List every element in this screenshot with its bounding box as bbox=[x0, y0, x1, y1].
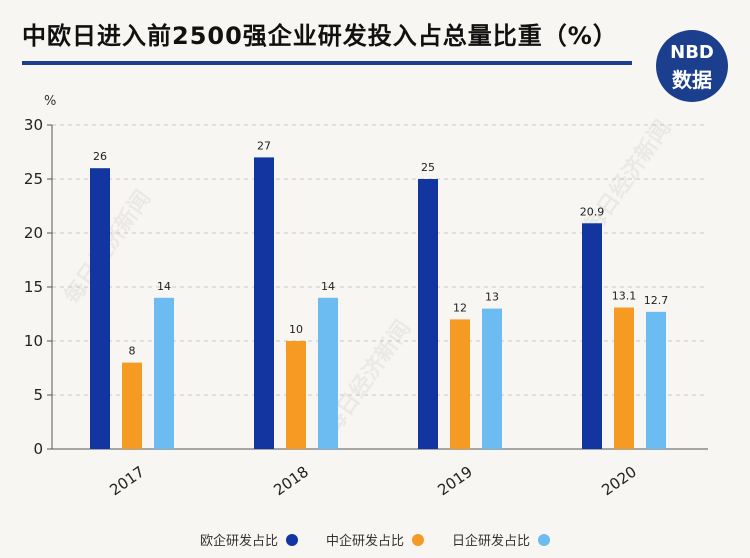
bar bbox=[418, 179, 438, 449]
y-axis-unit: % bbox=[44, 94, 57, 109]
bar bbox=[450, 319, 470, 449]
y-tick-label: 25 bbox=[24, 170, 43, 188]
legend-swatch bbox=[538, 533, 551, 546]
legend-label: 日企研发占比 bbox=[452, 534, 531, 549]
data-label: 27 bbox=[257, 139, 271, 152]
x-tick-label: 2017 bbox=[106, 463, 148, 500]
bar bbox=[286, 341, 306, 449]
legend-swatch bbox=[412, 533, 424, 546]
bar bbox=[90, 168, 110, 449]
logo-text-top: NBD bbox=[670, 42, 714, 63]
bar bbox=[614, 307, 634, 449]
y-tick-label: 0 bbox=[33, 440, 43, 458]
data-label: 20.9 bbox=[580, 205, 605, 218]
legend-swatch bbox=[285, 533, 298, 546]
bar bbox=[582, 223, 602, 449]
data-label: 10 bbox=[289, 323, 303, 336]
bar bbox=[122, 362, 142, 449]
data-label: 13.1 bbox=[612, 290, 637, 303]
data-label: 8 bbox=[129, 345, 136, 358]
y-tick-label: 30 bbox=[24, 116, 43, 134]
y-tick-label: 15 bbox=[24, 278, 43, 296]
data-label: 25 bbox=[421, 161, 435, 174]
logo-text-bottom: 数据 bbox=[672, 68, 712, 92]
x-tick-label: 2018 bbox=[270, 463, 312, 500]
legend-label: 中企研发占比 bbox=[325, 534, 404, 549]
x-tick-label: 2020 bbox=[598, 463, 640, 500]
x-tick-label: 2019 bbox=[434, 463, 476, 500]
data-label: 14 bbox=[157, 280, 171, 293]
bar bbox=[482, 308, 502, 449]
data-label: 12.7 bbox=[644, 294, 669, 307]
data-label: 26 bbox=[93, 150, 107, 163]
y-tick-label: 20 bbox=[24, 224, 43, 242]
data-label: 12 bbox=[453, 301, 467, 314]
y-tick-label: 10 bbox=[24, 332, 43, 350]
nbd-logo: NBD 数据 bbox=[656, 30, 728, 102]
bar bbox=[318, 297, 338, 449]
legend-item: 日企研发占比 bbox=[452, 530, 551, 549]
bar bbox=[254, 157, 274, 449]
bar bbox=[154, 297, 174, 449]
bar bbox=[646, 311, 666, 449]
y-tick-label: 5 bbox=[33, 386, 43, 404]
title-underline bbox=[22, 61, 632, 65]
legend: 欧企研发占比 中企研发占比 日企研发占比 bbox=[0, 530, 750, 549]
chart-title: 中欧日进入前2500强企业研发投入占总量比重（%） bbox=[22, 22, 618, 50]
legend-item: 欧企研发占比 bbox=[200, 530, 298, 549]
data-label: 13 bbox=[485, 291, 499, 304]
legend-label: 欧企研发占比 bbox=[199, 534, 278, 549]
legend-item: 中企研发占比 bbox=[326, 530, 424, 549]
data-label: 14 bbox=[321, 280, 335, 293]
